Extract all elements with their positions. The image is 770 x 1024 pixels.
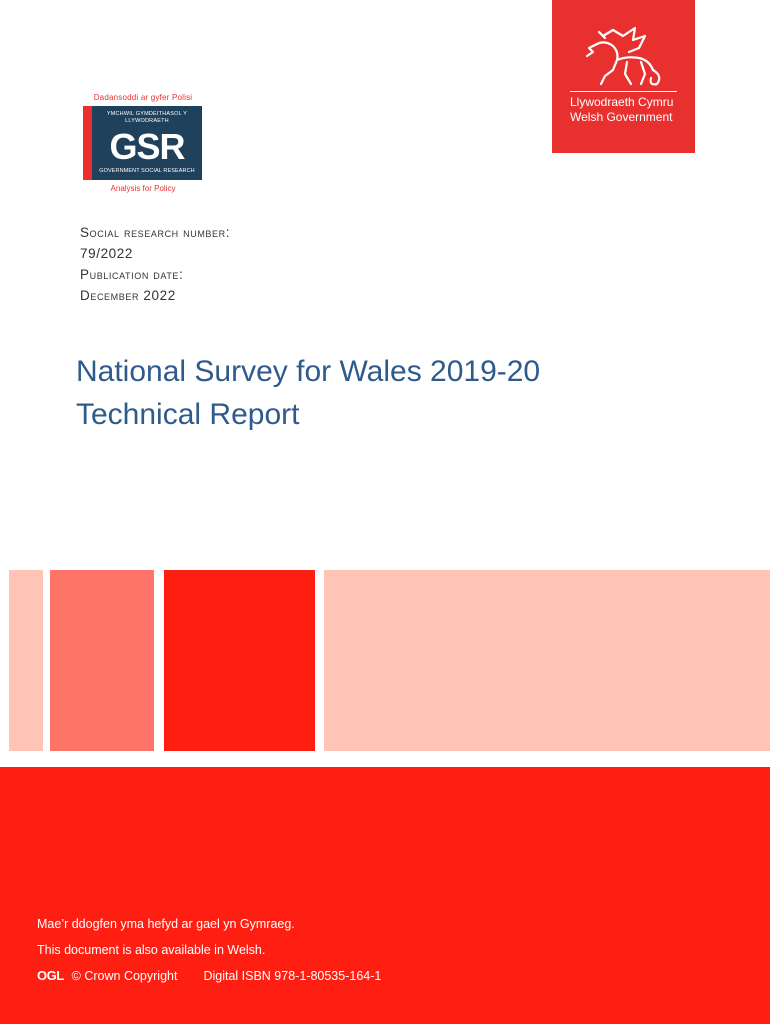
publication-date-value: December 2022 xyxy=(80,288,176,303)
decor-block-2 xyxy=(50,570,154,751)
welsh-dragon-icon xyxy=(585,26,661,86)
gsr-welsh-tagline: Dadansoddi ar gyfer Polisi xyxy=(93,93,193,102)
decor-block-1 xyxy=(9,570,43,751)
wg-line-welsh: Llywodraeth Cymru xyxy=(570,95,674,109)
wg-line-english: Welsh Government xyxy=(570,110,673,124)
publication-metadata: Social Research Number: 79/2022 Publicat… xyxy=(80,222,230,306)
publication-date-label: Publication date: xyxy=(80,267,184,282)
report-title-line2: Technical Report xyxy=(76,398,300,431)
gsr-acronym: GSR xyxy=(109,126,185,167)
welsh-government-logo xyxy=(552,0,695,153)
welsh-government-wordmark: Llywodraeth Cymru Welsh Government xyxy=(570,95,685,125)
gsr-welsh-name: YMCHWIL GYMDEITHASOL Y LLYWODRAETH xyxy=(106,111,188,124)
english-availability-note: This document is also available in Welsh… xyxy=(37,943,266,957)
ogl-logo: OGL xyxy=(37,968,64,983)
report-title-line1: National Survey for Wales 2019-20 xyxy=(76,355,541,388)
copyright-line: OGL © Crown Copyright Digital ISBN 978-1-8… xyxy=(37,968,381,984)
srn-label: Social Research Number: xyxy=(80,225,231,240)
gsr-accent-bar xyxy=(83,106,92,180)
gsr-english-tagline: Analysis for Policy xyxy=(110,184,176,193)
logo-divider xyxy=(570,91,677,92)
welsh-availability-note: Mae’r ddogfen yma hefyd ar gael yn Gymra… xyxy=(37,917,295,931)
decor-block-3 xyxy=(164,570,315,751)
srn-value: 79/2022 xyxy=(80,246,133,261)
crown-copyright: © Crown Copyright xyxy=(71,969,178,983)
gsr-logo: YMCHWIL GYMDEITHASOL Y LLYWODRAETH GSR G… xyxy=(92,106,202,180)
footer-band xyxy=(0,767,770,1024)
report-title: National Survey for Wales 2019-20 Techni… xyxy=(76,350,676,436)
decor-block-4 xyxy=(324,570,770,751)
isbn: Digital ISBN 978-1-80535-164-1 xyxy=(203,969,382,983)
gsr-english-name: GOVERNMENT SOCIAL RESEARCH xyxy=(99,168,195,174)
